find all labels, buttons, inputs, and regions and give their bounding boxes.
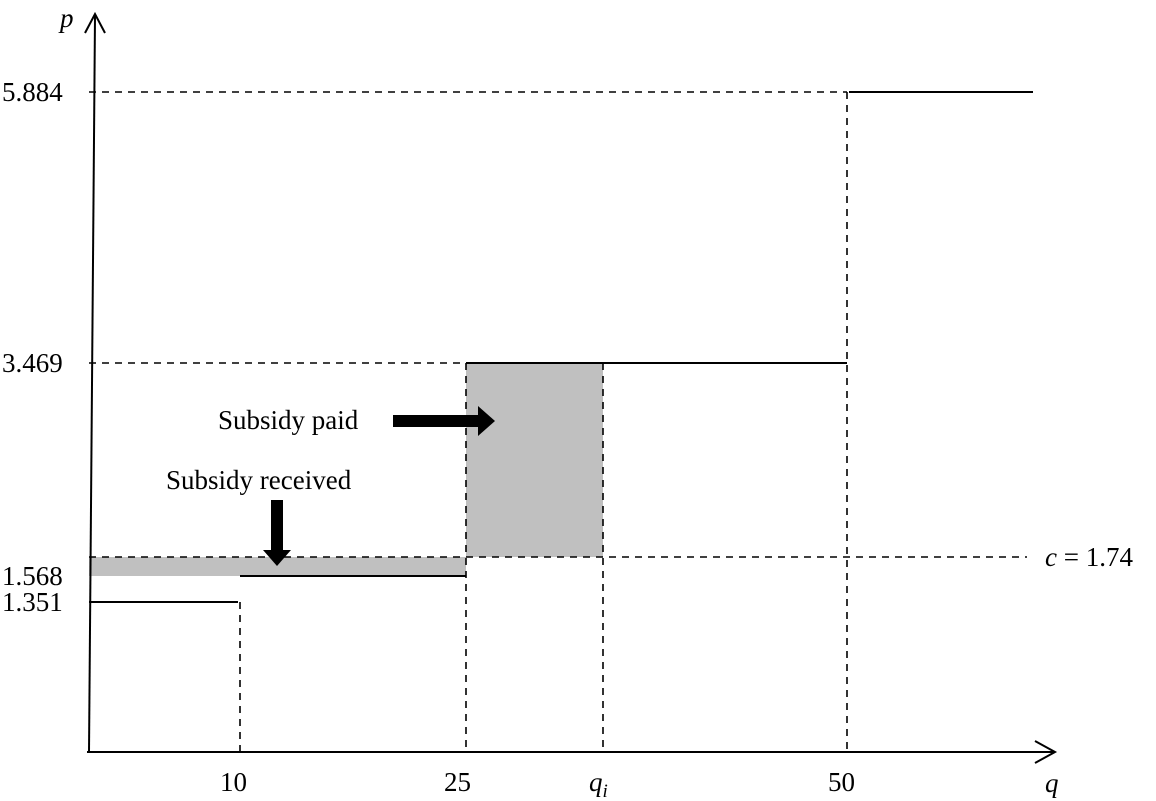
subsidy-paid-arrow xyxy=(393,406,495,436)
y-axis-label: p xyxy=(58,3,74,33)
subsidy-paid-label: Subsidy paid xyxy=(218,405,359,435)
cost-label: c = 1.74 xyxy=(1045,542,1133,572)
y-tick-label: 1.351 xyxy=(2,587,63,617)
subsidy-received-label: Subsidy received xyxy=(166,465,352,495)
y-tick-label: 3.469 xyxy=(2,348,63,378)
x-tick-label-qi: qi xyxy=(589,767,608,801)
y-axis-arrowhead xyxy=(84,11,106,34)
y-axis xyxy=(88,15,96,753)
x-tick-label: 25 xyxy=(444,767,471,797)
y-tick-label: 5.884 xyxy=(2,77,63,107)
subsidy-received-area xyxy=(89,557,466,576)
subsidy-received-arrow xyxy=(263,500,291,566)
x-axis-arrowhead xyxy=(1034,740,1058,764)
y-tick-label: 1.568 xyxy=(2,561,63,591)
x-tick-label: 10 xyxy=(220,767,247,797)
x-tick-label: 50 xyxy=(828,767,855,797)
x-axis-label: q xyxy=(1045,768,1059,798)
subsidy-paid-area xyxy=(466,363,603,557)
